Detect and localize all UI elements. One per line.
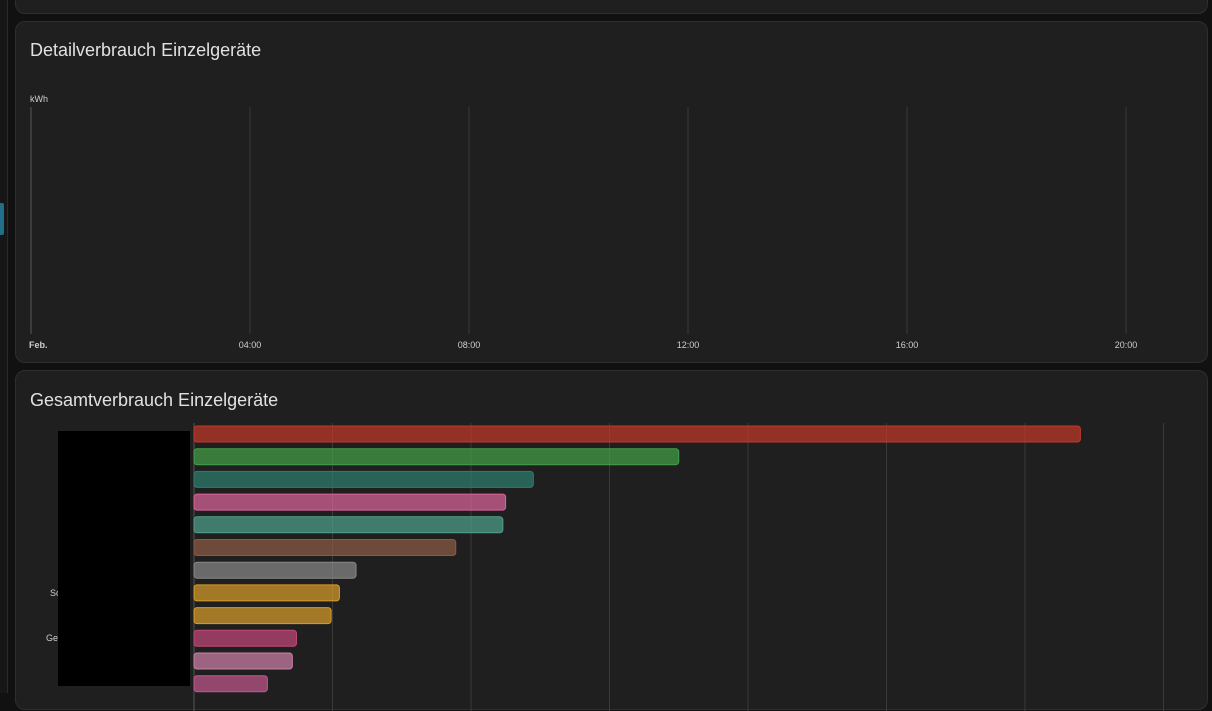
bar[interactable]: [193, 493, 507, 511]
x-tick-label: 20:00: [1115, 340, 1138, 350]
partial-category-label: So: [50, 588, 62, 598]
bar[interactable]: [193, 607, 332, 625]
total-chart[interactable]: [16, 371, 1209, 711]
previous-card: [15, 0, 1208, 14]
x-tick-label: Feb.: [29, 340, 48, 350]
total-card-title: Gesamtverbrauch Einzelgeräte: [30, 390, 279, 410]
bar[interactable]: [193, 470, 534, 488]
bar[interactable]: [193, 652, 293, 670]
bar[interactable]: [193, 629, 297, 647]
detail-unit-label: kWh: [30, 94, 48, 104]
bar[interactable]: [193, 561, 357, 579]
x-tick-label: 12:00: [677, 340, 700, 350]
x-tick-label: 08:00: [458, 340, 481, 350]
detail-card-title: Detailverbrauch Einzelgeräte: [30, 40, 262, 60]
bar[interactable]: [193, 425, 1081, 443]
redacted-labels-block: [58, 431, 190, 686]
x-tick-label: 04:00: [239, 340, 262, 350]
x-tick-label: 16:00: [896, 340, 919, 350]
partial-category-label: Ge: [46, 633, 59, 643]
bar[interactable]: [193, 516, 504, 534]
left-rail: [0, 0, 8, 693]
rail-active-marker: [0, 203, 4, 235]
bar[interactable]: [193, 448, 680, 466]
detail-consumption-card: Detailverbrauch Einzelgeräte kWh Feb. 04:…: [15, 21, 1208, 363]
detail-chart[interactable]: Feb. 04:00 08:00 12:00 16:00 20:00: [16, 22, 1209, 364]
bar[interactable]: [193, 584, 340, 602]
total-consumption-card: Gesamtverbrauch Einzelgeräte So Ge: [15, 370, 1209, 711]
bar[interactable]: [193, 539, 457, 556]
bar[interactable]: [193, 675, 268, 693]
